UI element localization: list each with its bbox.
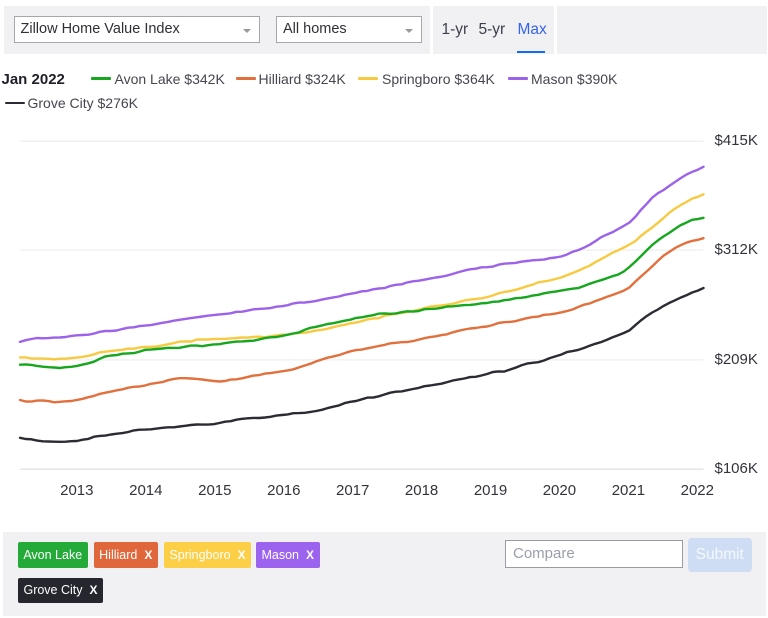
svg-text:$415K: $415K bbox=[715, 132, 758, 149]
svg-text:2019: 2019 bbox=[474, 482, 507, 499]
svg-text:2017: 2017 bbox=[336, 482, 369, 499]
svg-text:2015: 2015 bbox=[198, 482, 231, 499]
svg-text:2018: 2018 bbox=[405, 482, 438, 499]
svg-text:$312K: $312K bbox=[715, 241, 758, 258]
svg-text:2016: 2016 bbox=[267, 482, 300, 499]
svg-text:$106K: $106K bbox=[715, 460, 758, 477]
svg-text:2014: 2014 bbox=[129, 482, 162, 499]
svg-text:2021: 2021 bbox=[612, 482, 645, 499]
svg-text:$209K: $209K bbox=[715, 351, 758, 368]
svg-text:2020: 2020 bbox=[543, 482, 576, 499]
svg-text:2013: 2013 bbox=[60, 482, 93, 499]
svg-text:2022: 2022 bbox=[681, 482, 714, 499]
